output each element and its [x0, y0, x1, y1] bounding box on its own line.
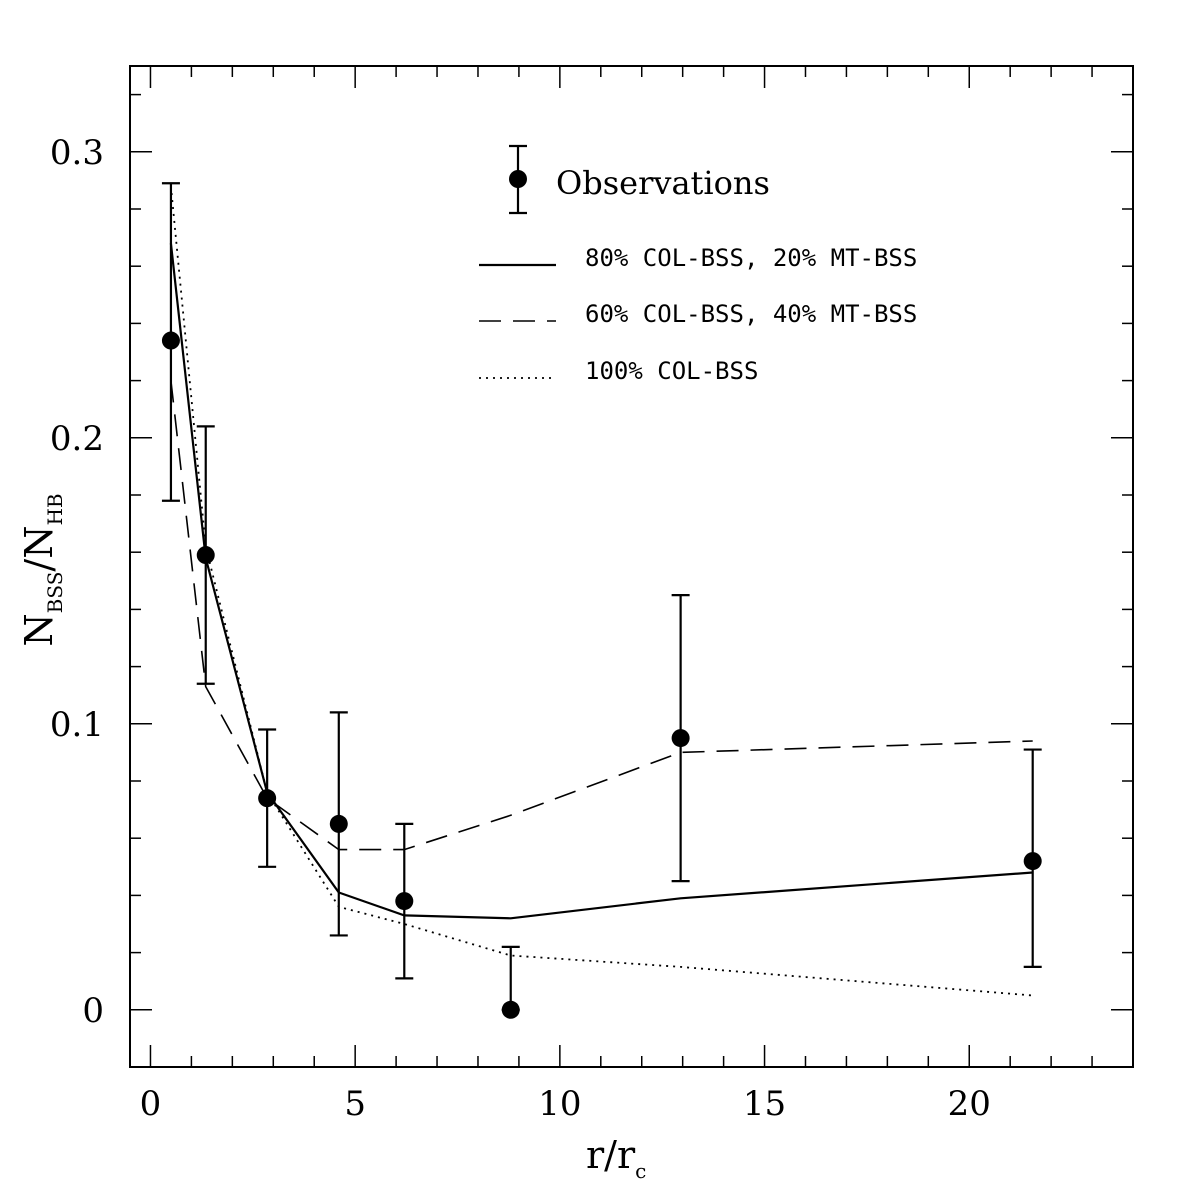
y-axis-label-n1: N: [17, 613, 61, 646]
x-tick-label: 5: [344, 1084, 366, 1124]
x-axis-label-sub: c: [635, 1159, 646, 1183]
x-axis-label-main: r/r: [586, 1133, 636, 1177]
observation-point: [501, 1000, 520, 1019]
x-tick-label: 10: [538, 1084, 581, 1124]
observation-point: [395, 892, 414, 911]
plot-frame: [129, 65, 1134, 1068]
y-tick-label: 0.1: [50, 705, 104, 745]
y-axis-label-mid: /N: [17, 526, 61, 572]
y-tick-label: 0.3: [50, 133, 104, 173]
axis-ticks: [130, 66, 1134, 1068]
observation-point: [329, 814, 348, 833]
model-series: [169, 186, 1033, 997]
y-tick-label: 0: [82, 991, 104, 1031]
y-tick-label: 0.2: [50, 419, 104, 459]
legend-label-dashed: 60% COL-BSS, 40% MT-BSS: [585, 300, 917, 328]
y-axis-label: NBSS/NHB: [17, 493, 67, 646]
legend: Observations 80% COL-BSS, 20% MT-BSS 60% C…: [479, 144, 917, 385]
x-axis-label: r/rc: [586, 1133, 646, 1183]
observation-point: [671, 729, 690, 748]
x-tick-label: 15: [743, 1084, 786, 1124]
legend-label-solid: 80% COL-BSS, 20% MT-BSS: [585, 244, 917, 272]
legend-observation-marker: [509, 170, 527, 188]
observation-point: [196, 546, 215, 565]
x-tick-label: 0: [140, 1084, 162, 1124]
x-tick-label: 20: [948, 1084, 991, 1124]
series-line-solid: [169, 243, 1033, 920]
series-line-dotted: [170, 186, 1033, 997]
legend-label-observations: Observations: [556, 164, 770, 202]
legend-label-dotted: 100% COL-BSS: [585, 357, 758, 385]
y-axis-label-sub1: BSS: [43, 572, 67, 614]
series-line-dashed: [170, 380, 1033, 851]
observation-point: [258, 789, 277, 808]
observation-point: [1023, 852, 1042, 871]
y-axis-label-sub2: HB: [43, 493, 67, 525]
observation-point: [161, 331, 180, 350]
tick-labels: 0 5 10 15 20 0 0.1 0.2 0.3: [50, 133, 991, 1124]
observations: [161, 182, 1042, 1019]
